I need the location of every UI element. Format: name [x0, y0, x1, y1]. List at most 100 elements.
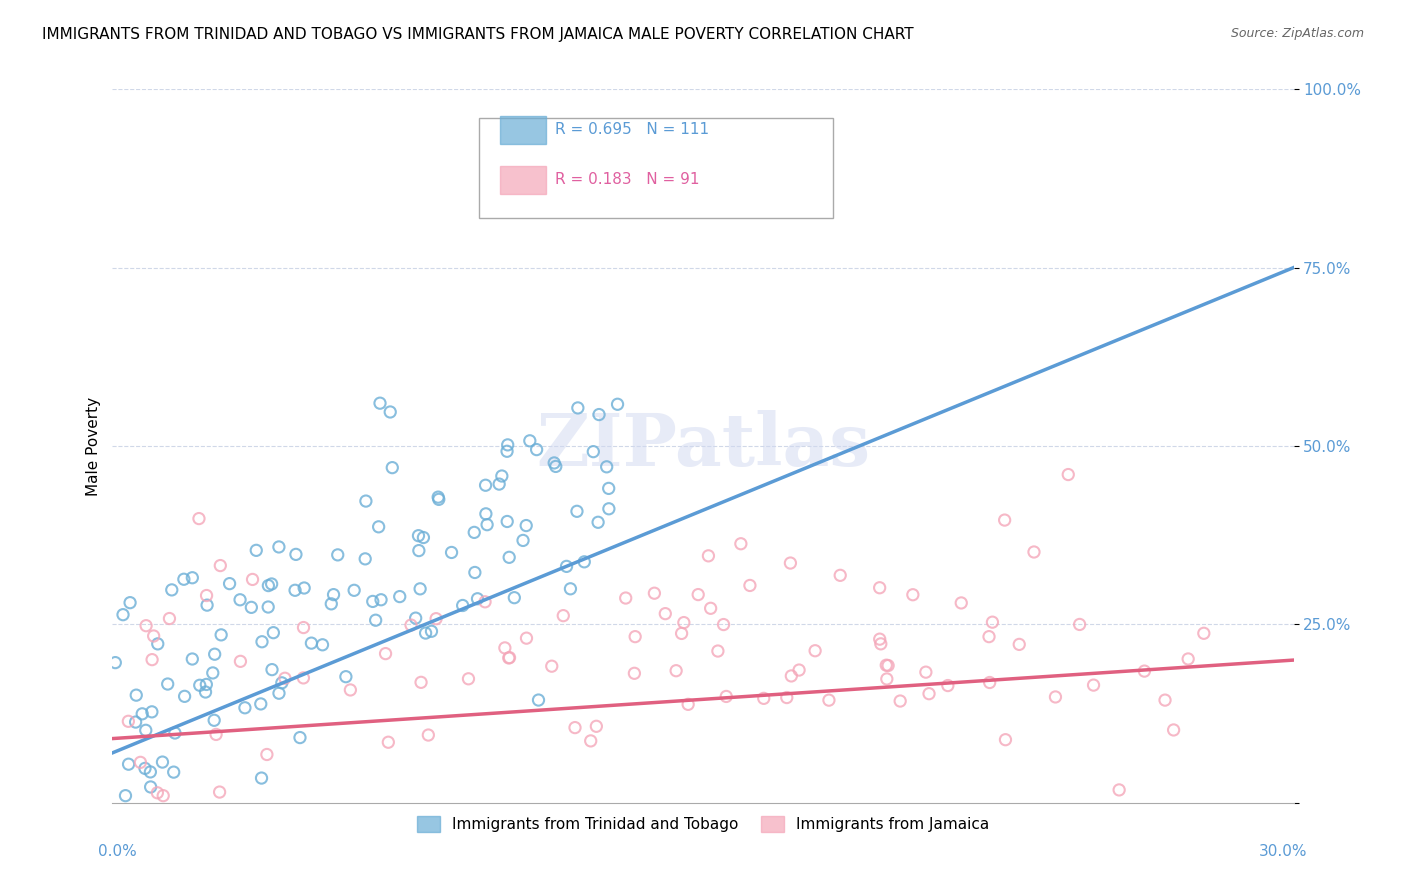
Point — [540, 659, 562, 673]
Point — [877, 658, 900, 673]
Point — [322, 588, 344, 602]
Point — [208, 785, 231, 799]
Point — [120, 596, 142, 610]
Point — [288, 731, 311, 745]
Point — [496, 444, 519, 458]
Text: 0.0%: 0.0% — [98, 845, 138, 859]
Point — [979, 675, 1001, 690]
Point — [311, 638, 333, 652]
Point — [738, 578, 761, 592]
Point — [368, 396, 391, 410]
Point — [498, 651, 520, 665]
Point — [780, 669, 803, 683]
Point — [257, 578, 280, 592]
Point — [188, 678, 211, 692]
Point — [730, 537, 752, 551]
Point — [218, 576, 240, 591]
Point — [1045, 690, 1067, 704]
Point — [676, 698, 699, 712]
Point — [163, 726, 186, 740]
Point — [474, 478, 496, 492]
Point — [654, 607, 676, 621]
Point — [409, 582, 432, 596]
Point — [467, 591, 489, 606]
Point — [152, 755, 174, 769]
Point — [977, 630, 1000, 644]
Point — [141, 653, 163, 667]
Point — [936, 679, 959, 693]
Point — [553, 608, 575, 623]
Point — [131, 706, 153, 721]
Point — [111, 607, 134, 622]
Point — [229, 592, 252, 607]
Point — [994, 732, 1017, 747]
Point — [1163, 723, 1185, 737]
Point — [614, 591, 637, 605]
Point — [201, 665, 224, 680]
Point — [918, 687, 941, 701]
Point — [1022, 545, 1045, 559]
Point — [787, 663, 810, 677]
Point — [519, 434, 541, 448]
Point — [124, 714, 146, 729]
Point — [209, 558, 232, 573]
Point — [256, 747, 278, 762]
Point — [457, 672, 479, 686]
Point — [543, 456, 565, 470]
Point — [579, 734, 602, 748]
Point — [381, 460, 404, 475]
Point — [588, 408, 610, 422]
Point — [284, 583, 307, 598]
Point — [1008, 637, 1031, 651]
Point — [117, 757, 139, 772]
Point — [418, 728, 440, 742]
Point — [515, 631, 537, 645]
Point — [141, 705, 163, 719]
Point — [915, 665, 938, 680]
Point — [181, 571, 204, 585]
Point — [688, 588, 710, 602]
Text: ZIPatlas: ZIPatlas — [536, 410, 870, 482]
Point — [420, 624, 443, 639]
Point — [409, 675, 432, 690]
Point — [567, 401, 589, 415]
Point — [405, 611, 427, 625]
Point — [209, 628, 232, 642]
Point — [229, 654, 252, 668]
Point — [204, 647, 226, 661]
Point — [716, 690, 738, 704]
Point — [427, 490, 450, 504]
Point — [440, 545, 463, 559]
Point — [707, 644, 730, 658]
Point — [699, 601, 721, 615]
Point — [876, 672, 898, 686]
Point — [326, 548, 349, 562]
Point — [146, 786, 169, 800]
Point — [135, 618, 157, 632]
Point — [474, 595, 496, 609]
Point — [267, 540, 290, 554]
Point — [270, 676, 292, 690]
Point — [339, 682, 361, 697]
Point — [117, 714, 139, 729]
FancyBboxPatch shape — [501, 116, 546, 145]
Point — [595, 459, 617, 474]
Point — [1069, 617, 1091, 632]
Point — [494, 640, 516, 655]
Point — [515, 518, 537, 533]
Point — [274, 671, 297, 685]
Point — [624, 630, 647, 644]
Point — [475, 507, 498, 521]
Point — [804, 644, 827, 658]
Point — [598, 482, 620, 496]
Point — [1133, 664, 1156, 678]
Point — [586, 516, 609, 530]
Point — [672, 615, 695, 630]
Point — [292, 621, 315, 635]
Point — [159, 611, 181, 625]
Point — [1192, 626, 1215, 640]
Point — [181, 652, 204, 666]
Point — [1154, 693, 1177, 707]
Point — [643, 586, 665, 600]
Y-axis label: Male Poverty: Male Poverty — [86, 396, 101, 496]
